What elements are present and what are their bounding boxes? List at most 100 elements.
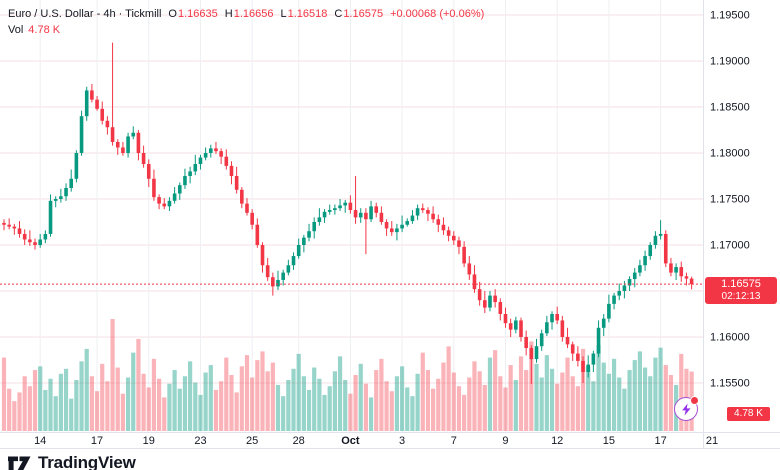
chart-legend: Euro / U.S. Dollar - 4h · Tickmill O1.166… [8, 6, 484, 38]
volume-bar [177, 388, 182, 431]
volume-bar [534, 363, 539, 431]
candle-body [622, 285, 627, 291]
candle-body [519, 320, 523, 337]
volume-bar [648, 376, 653, 431]
time-tick-label: 21 [706, 435, 718, 447]
tradingview-logo[interactable]: TradingView [8, 453, 136, 470]
candle-body [483, 300, 487, 308]
notification-dot [690, 396, 699, 405]
time-tick-label: 28 [293, 435, 305, 447]
candle-body [384, 222, 389, 229]
candle-body [586, 364, 591, 372]
candle-body [436, 219, 441, 225]
volume-bar [493, 350, 498, 431]
candle-body [141, 153, 146, 165]
volume-bar [229, 375, 234, 431]
price-axis[interactable] [703, 0, 780, 432]
symbol-title[interactable]: Euro / U.S. Dollar - 4h · Tickmill [8, 8, 162, 20]
candle-body [115, 141, 120, 148]
volume-bar [281, 396, 286, 431]
volume-bar [275, 384, 281, 431]
volume-bar [451, 372, 456, 431]
candle-body [209, 148, 213, 153]
volume-bar [368, 397, 374, 431]
candle-body [74, 153, 79, 179]
volume-bar [1, 357, 7, 431]
candle-body [591, 353, 596, 365]
grid-layer: 1.19500 1.19000 1.18500 1.18000 1.17500 1.170… [0, 0, 750, 447]
candle-body [28, 239, 32, 243]
candle-body [105, 120, 110, 128]
candle-body [12, 226, 17, 229]
volume-bar [94, 391, 100, 431]
volume-bar [198, 394, 203, 431]
candle-body [400, 224, 404, 229]
tradingview-logo-icon [8, 456, 31, 470]
time-tick-label: 12 [551, 435, 563, 447]
candle-body [441, 224, 446, 231]
volume-bar [653, 357, 658, 431]
candle-body [198, 157, 203, 165]
flash-events-button[interactable] [674, 396, 699, 421]
volume-bar [358, 363, 363, 431]
volume-bar [322, 394, 327, 431]
candle-body [576, 353, 580, 361]
volume-bar [193, 382, 198, 431]
candle-body [353, 210, 358, 218]
candle-body [296, 245, 301, 257]
candle-body [653, 235, 658, 245]
candle-body [17, 228, 22, 234]
candle-body [219, 151, 223, 157]
volume-bar [679, 353, 684, 431]
candle-body [157, 197, 161, 204]
volume-bar [472, 361, 477, 431]
candle-body [121, 147, 125, 153]
volume-bar [306, 389, 312, 431]
volume-bar [343, 379, 348, 431]
candle-body [183, 176, 187, 186]
candle-body [203, 153, 208, 158]
low-value: 1.16518 [287, 8, 328, 20]
price-tick-label: 1.18000 [710, 148, 750, 160]
candle-body [560, 320, 565, 337]
candle-body [679, 267, 684, 277]
volume-bar [456, 386, 462, 431]
volume-bar [115, 367, 120, 431]
volume-bar [611, 358, 617, 431]
volume-bar [337, 356, 343, 431]
open-value: 1.16635 [177, 8, 218, 20]
volume-bar [394, 376, 400, 431]
volume-bar [167, 383, 172, 431]
volume-bar [508, 365, 513, 431]
volume-bar [157, 378, 162, 431]
candle-body [265, 265, 270, 278]
volume-bar [591, 381, 596, 431]
volume-bar [379, 358, 384, 431]
volume-bar [405, 387, 410, 431]
candle-body [2, 222, 6, 225]
price-tick-label: 1.18500 [710, 102, 750, 114]
volume-bar [162, 397, 167, 431]
volume-bar [7, 388, 12, 431]
candle-body [260, 245, 265, 266]
volume-bar [555, 383, 560, 431]
volume-bar [58, 373, 63, 431]
volume-bar [363, 383, 368, 431]
volume-badge: 4.78 K [727, 407, 770, 421]
time-axis[interactable] [0, 432, 780, 448]
candle-body [534, 346, 539, 360]
overlay-layer [0, 0, 780, 449]
candle-body [126, 136, 130, 153]
candle-body [333, 208, 337, 211]
volume-bar [146, 387, 151, 431]
candle-body [214, 148, 218, 152]
time-tick-label: 23 [194, 435, 206, 447]
volume-bar [348, 393, 353, 431]
volume-bar [203, 372, 208, 431]
candle-body [322, 211, 327, 218]
open-label: O [168, 8, 177, 20]
candle-body [343, 202, 348, 206]
candle-body [508, 323, 513, 330]
volume-bar [188, 361, 193, 431]
